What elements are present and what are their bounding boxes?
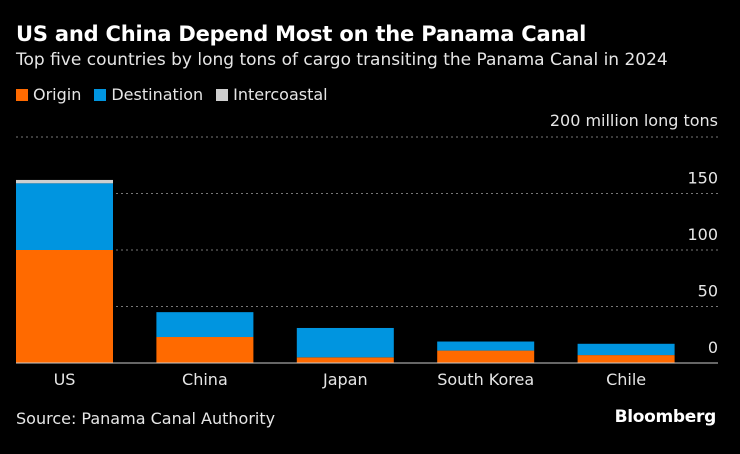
bar-chile-destination <box>577 343 675 356</box>
y-tick-label-0: 0 <box>708 338 718 357</box>
legend-item-origin: Origin <box>16 85 81 104</box>
x-tick-label-south-korea: South Korea <box>437 370 534 389</box>
legend-label-destination: Destination <box>111 85 204 104</box>
x-tick-label-china: China <box>182 370 228 389</box>
legend-item-intercoastal: Intercoastal <box>216 85 328 104</box>
legend-swatch-origin <box>16 88 28 101</box>
y-tick-label-100: 100 <box>687 225 718 244</box>
legend-label-origin: Origin <box>33 85 82 104</box>
legend: Origin Destination Intercoastal <box>16 85 341 104</box>
bar-chile-origin <box>577 355 675 363</box>
bar-us-intercoastal <box>16 179 113 184</box>
bar-us-origin <box>16 250 113 363</box>
x-tick-label-japan: Japan <box>322 370 368 389</box>
y-axis-unit-label: 200 million long tons <box>550 111 718 130</box>
bar-japan-origin <box>296 357 394 363</box>
y-tick-label-150: 150 <box>687 169 718 188</box>
legend-item-destination: Destination <box>94 85 203 104</box>
bar-south-korea-origin <box>437 350 535 363</box>
y-tick-label-50: 50 <box>698 282 718 301</box>
bar-us-destination <box>16 183 113 250</box>
source-note: Source: Panama Canal Authority <box>16 409 276 428</box>
bar-south-korea-destination <box>437 341 535 351</box>
x-tick-label-us: US <box>54 370 76 389</box>
chart-subtitle: Top five countries by long tons of cargo… <box>16 50 668 70</box>
chart-title: US and China Depend Most on the Panama C… <box>16 22 587 46</box>
bloomberg-logo: Bloomberg <box>614 407 717 427</box>
bar-china-destination <box>156 312 254 338</box>
bar-japan-destination <box>296 327 394 358</box>
bar-china-origin <box>156 337 254 363</box>
legend-swatch-destination <box>94 88 107 101</box>
legend-swatch-intercoastal <box>216 88 229 101</box>
x-tick-label-chile: Chile <box>606 370 646 389</box>
legend-label-intercoastal: Intercoastal <box>233 85 328 104</box>
